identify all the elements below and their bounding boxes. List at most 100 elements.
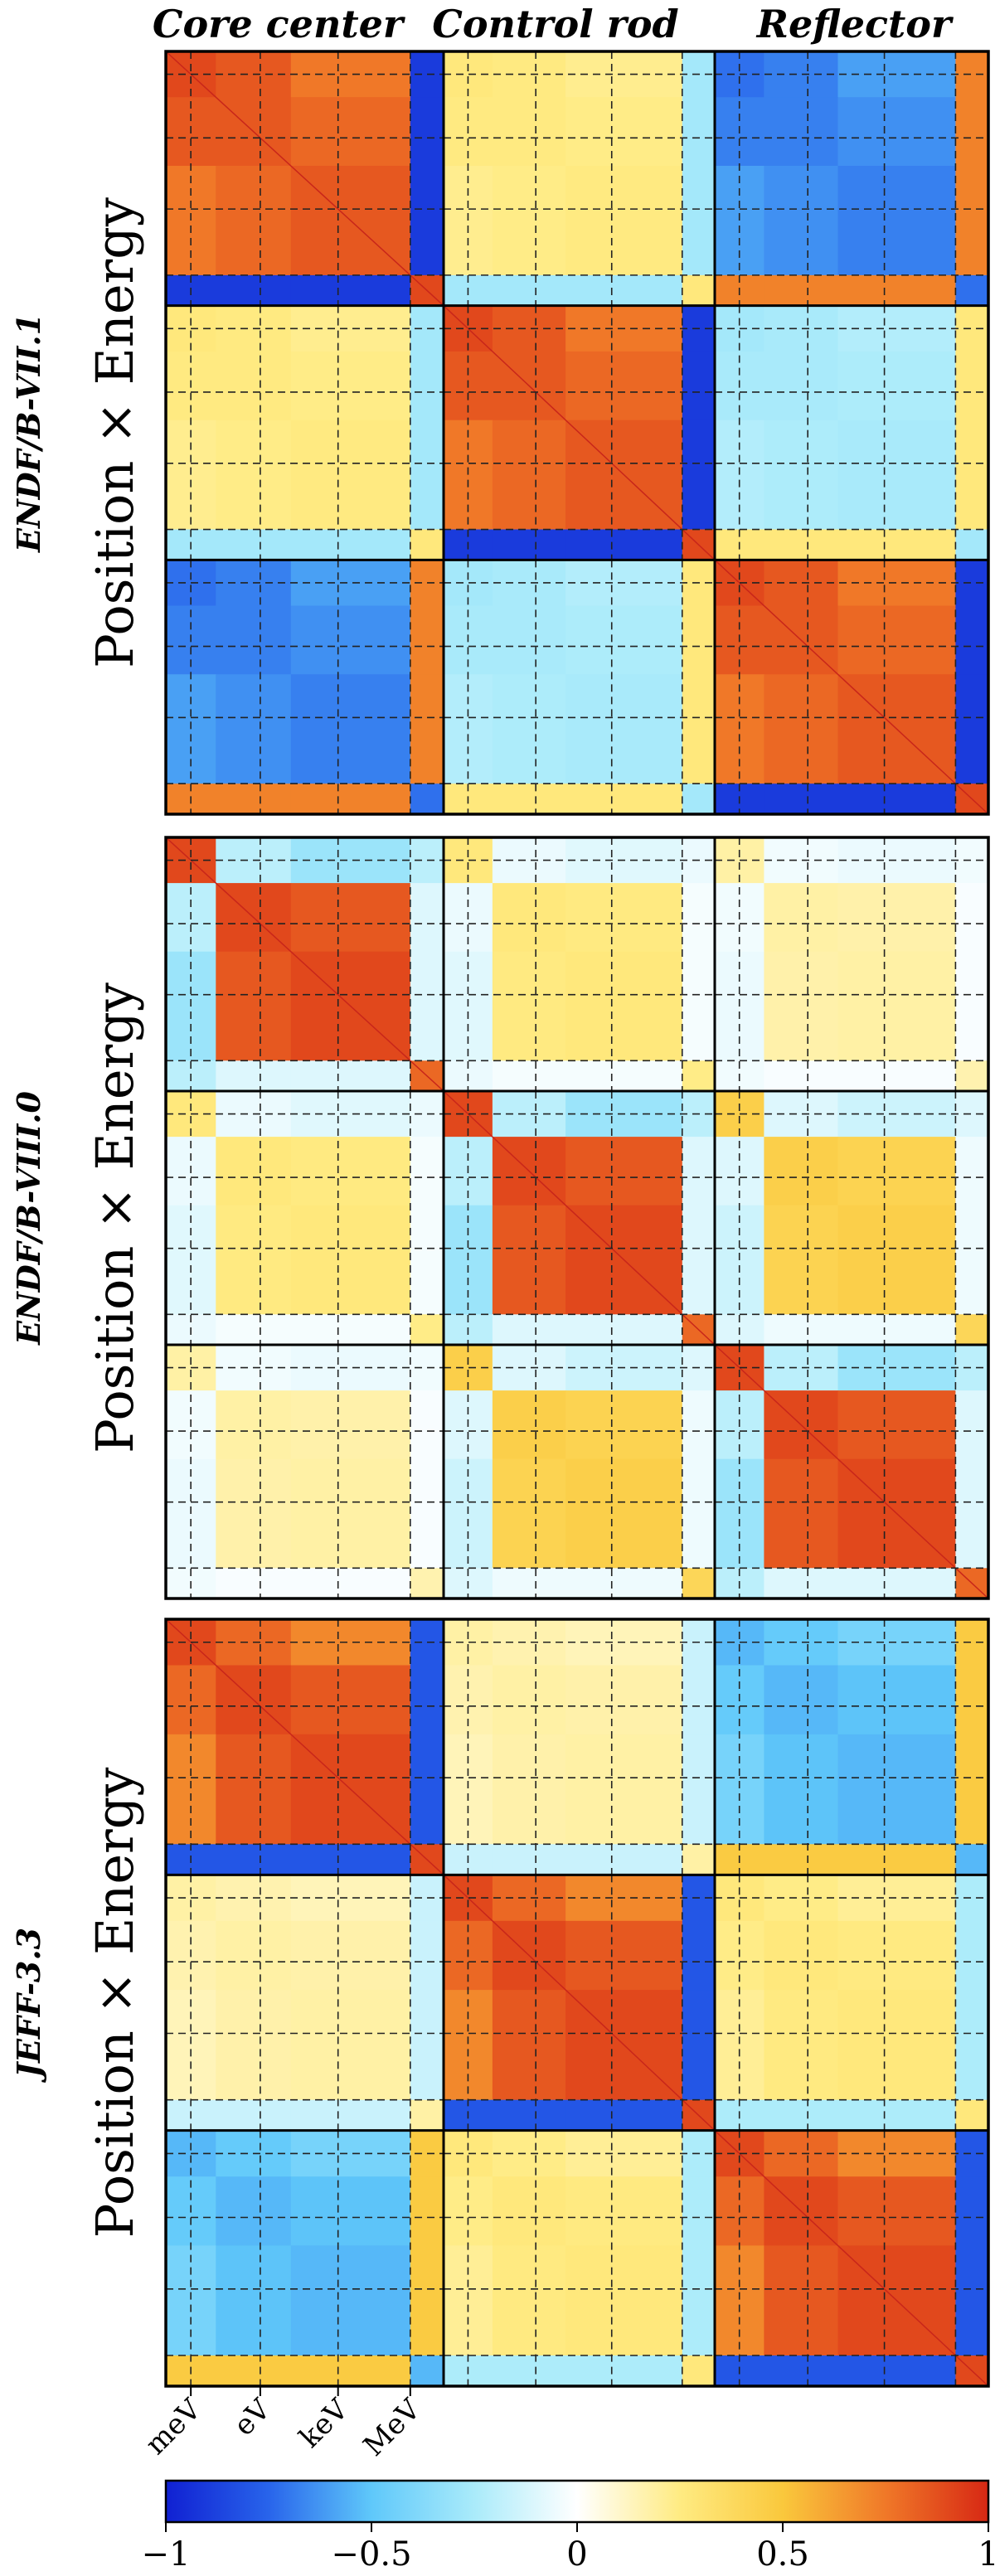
cell-p0-r0-c1-e0-1: [492, 51, 566, 98]
cell-p2-r0-c0-e3-2: [290, 1844, 411, 1875]
cell-p2-r2-c2-e2-1: [764, 2245, 839, 2356]
cell-p0-r1-c0-e1-2: [290, 351, 411, 421]
cell-p0-r2-c0-e3-3: [410, 783, 444, 815]
cell-p0-r1-c2-e3-2: [837, 529, 956, 560]
cell-p2-r2-c2-e3-1: [764, 2355, 839, 2387]
cell-p2-r0-c2-e1-3: [955, 1665, 989, 1735]
cell-p0-r0-c0-e2-1: [216, 166, 292, 276]
cell-p2-r2-c0-e3-3: [410, 2355, 444, 2387]
cell-p1-r0-c2-e1-1: [764, 883, 839, 953]
cell-p1-r0-c1-e1-1: [492, 883, 566, 953]
cell-p0-r0-c1-e3-2: [565, 274, 683, 307]
cell-p1-r1-c0-e3-3: [410, 1314, 444, 1346]
cell-p0-r2-c2-e0-1: [764, 560, 839, 607]
cell-p2-r2-c0-e2-1: [216, 2245, 292, 2356]
cell-p0-r1-c2-e3-3: [955, 529, 989, 560]
cell-p1-r1-c1-e1-3: [682, 1137, 716, 1206]
cell-p1-r2-c1-e3-2: [565, 1568, 683, 1599]
cell-p0-r0-c1-e3-3: [682, 274, 716, 307]
cell-p2-r0-c2-e2-0: [715, 1734, 764, 1845]
cell-p2-r0-c0-e1-2: [290, 1665, 411, 1735]
cell-p1-r1-c1-e3-1: [492, 1314, 566, 1346]
colorbar-tick-label-1: −0.5: [331, 2535, 411, 2574]
cell-p1-r0-c1-e1-3: [682, 883, 716, 953]
cell-p2-r0-c2-e3-3: [955, 1844, 989, 1875]
cell-p0-r1-c0-e2-2: [290, 420, 411, 531]
cell-p0-r0-c2-e3-3: [955, 274, 989, 307]
cell-p0-r1-c0-e1-3: [410, 351, 444, 421]
cell-p0-r0-c2-e0-1: [764, 51, 839, 98]
cell-p0-r0-c2-e3-1: [764, 274, 839, 307]
cell-p1-r0-c0-e3-2: [290, 1060, 411, 1092]
colorbar: [164, 2479, 990, 2524]
cell-p0-r2-c2-e3-2: [837, 783, 956, 815]
cell-p1-r2-c2-e3-1: [764, 1568, 839, 1599]
cell-p2-r0-c1-e2-0: [444, 1734, 493, 1845]
cell-p2-r1-c2-e1-2: [837, 1920, 956, 1991]
cell-p2-r2-c1-e2-0: [444, 2245, 493, 2356]
cell-p1-r2-c1-e1-3: [682, 1390, 716, 1460]
cell-p0-r1-c2-e1-2: [837, 351, 956, 421]
cell-p0-r0-c2-e2-2: [837, 166, 956, 276]
cell-p2-r1-c0-e3-1: [216, 2099, 292, 2132]
cell-p1-r0-c1-e3-3: [682, 1060, 716, 1092]
cell-p2-r2-c0-e3-2: [290, 2355, 411, 2387]
diagonal-line: [714, 559, 989, 815]
cell-p1-r2-c0-e3-1: [216, 1568, 292, 1599]
cell-p2-r0-c0-e2-0: [166, 1734, 216, 1845]
cell-p1-r2-c0-e1-2: [290, 1390, 411, 1460]
cell-p2-r1-c2-e3-1: [764, 2099, 839, 2132]
diagonal-line: [165, 51, 444, 307]
cell-p2-r2-c0-e1-3: [410, 2176, 444, 2246]
cell-p2-r2-c1-e1-2: [565, 2176, 683, 2246]
cell-p2-r0-c2-e0-1: [764, 1619, 839, 1666]
cell-p1-r0-c1-e2-1: [492, 951, 566, 1061]
cell-p1-r2-c1-e2-3: [682, 1458, 716, 1569]
cell-p2-r1-c1-e2-1: [492, 1990, 566, 2101]
cell-p1-r1-c2-e2-2: [837, 1205, 956, 1315]
diagonal-line: [165, 1618, 444, 1875]
cell-p2-r0-c2-e3-2: [837, 1844, 956, 1875]
cell-p1-r1-c0-e2-3: [410, 1205, 444, 1315]
cell-p1-r2-c0-e3-3: [410, 1568, 444, 1599]
cell-p0-r2-c0-e2-3: [410, 674, 444, 784]
cell-p1-r0-c0-e2-1: [216, 951, 292, 1061]
cell-p1-r0-c0-e2-3: [410, 951, 444, 1061]
column-title-2: Reflector: [755, 2, 954, 46]
cell-p1-r0-c2-e2-1: [764, 951, 839, 1061]
cell-p2-r2-c1-e3-2: [565, 2355, 683, 2387]
cell-p2-r2-c1-e2-2: [565, 2245, 683, 2356]
cell-p2-r2-c0-e2-2: [290, 2245, 411, 2356]
cell-p1-r2-c0-e1-3: [410, 1390, 444, 1460]
cell-p1-r2-c0-e1-1: [216, 1390, 292, 1460]
cell-p2-r0-c1-e0-1: [492, 1619, 566, 1666]
position-energy-label-1: Position × Energy: [85, 982, 145, 1453]
cell-p0-r0-c2-e1-3: [955, 97, 989, 167]
cell-p0-r1-c0-e3-1: [216, 529, 292, 560]
cell-p0-r2-c1-e1-1: [492, 605, 566, 675]
cell-p2-r1-c2-e2-0: [715, 1990, 764, 2101]
cell-p2-r2-c2-e3-2: [837, 2355, 956, 2387]
column-title-1: Control rod: [432, 2, 678, 46]
cell-p2-r1-c1-e3-1: [492, 2099, 566, 2132]
cell-p2-r2-c1-e3-3: [682, 2355, 716, 2387]
cell-p0-r2-c2-e2-3: [955, 674, 989, 784]
cell-p2-r0-c1-e3-1: [492, 1844, 566, 1875]
cell-p1-r0-c2-e3-3: [955, 1060, 989, 1092]
cell-p2-r1-c1-e2-3: [682, 1990, 716, 2101]
cell-p2-r0-c0-e1-3: [410, 1665, 444, 1735]
cell-p0-r0-c1-e1-1: [492, 97, 566, 167]
cell-p0-r0-c2-e1-2: [837, 97, 956, 167]
cell-p0-r1-c2-e3-1: [764, 529, 839, 560]
cell-p2-r0-c1-e1-2: [565, 1665, 683, 1735]
cell-p1-r0-c1-e2-3: [682, 951, 716, 1061]
cell-p2-r0-c1-e3-2: [565, 1844, 683, 1875]
cell-p2-r0-c1-e2-1: [492, 1734, 566, 1845]
cell-p0-r0-c0-e1-3: [410, 97, 444, 167]
cell-p1-r2-c1-e2-1: [492, 1458, 566, 1569]
column-title-0: Core center: [153, 2, 406, 46]
cell-p1-r1-c0-e2-2: [290, 1205, 411, 1315]
cell-p0-r1-c0-e3-3: [410, 529, 444, 560]
cell-p2-r2-c2-e0-3: [955, 2130, 989, 2177]
cell-p2-r1-c0-e2-0: [166, 1990, 216, 2101]
